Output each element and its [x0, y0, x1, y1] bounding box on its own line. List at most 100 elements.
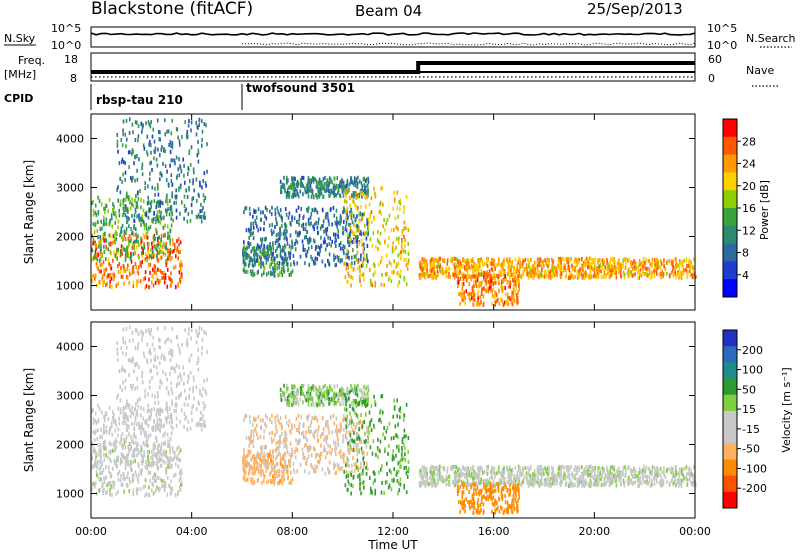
power-echo-cell	[548, 258, 550, 263]
velocity-echo-cell	[338, 428, 341, 433]
velocity-echo-cell	[124, 378, 127, 383]
velocity-echo-cell	[304, 456, 306, 460]
power-echo-cell	[99, 256, 102, 261]
velocity-echo-cell	[278, 440, 280, 444]
velocity-echo-cell	[179, 487, 182, 492]
power-echo-cell	[151, 274, 153, 278]
power-echo-cell	[366, 194, 369, 199]
velocity-echo-cell	[142, 456, 144, 461]
velocity-echo-cell	[277, 418, 280, 423]
power-echo-cell	[269, 263, 271, 268]
power-echo-cell	[107, 273, 110, 278]
velocity-echo-cell	[151, 449, 153, 454]
velocity-echo-cell	[154, 488, 157, 493]
power-echo-cell	[117, 247, 120, 252]
power-echo-cell	[141, 166, 143, 171]
power-echo-cell	[465, 289, 467, 294]
power-echo-cell	[151, 168, 153, 172]
power-echo-cell	[386, 218, 389, 222]
power-echo-cell	[143, 222, 145, 227]
velocity-echo-cell	[333, 440, 335, 445]
velocity-echo-cell	[156, 445, 159, 449]
velocity-echo-cell	[294, 455, 297, 460]
power-echo-cell	[187, 211, 190, 216]
velocity-echo-cell	[164, 372, 167, 377]
power-echo-cell	[620, 274, 622, 279]
velocity-echo-cell	[170, 491, 172, 496]
velocity-echo-cell	[131, 359, 133, 364]
power-echo-cell	[319, 186, 322, 191]
power-echo-cell	[623, 272, 626, 277]
power-echo-cell	[365, 257, 367, 262]
power-echo-cell	[360, 263, 363, 268]
velocity-echo-cell	[92, 417, 95, 421]
velocity-echo-cell	[147, 409, 149, 414]
power-echo-cell	[261, 237, 264, 242]
velocity-echo-cell	[311, 465, 313, 470]
power-echo-cell	[252, 214, 254, 219]
power-echo-cell	[509, 280, 512, 285]
power-echo-cell	[457, 284, 459, 288]
power-echo-cell	[454, 262, 457, 266]
power-echo-cell	[359, 211, 361, 216]
power-echo-cell	[171, 237, 174, 242]
power-echo-cell	[618, 263, 620, 268]
power-echo-cell	[184, 120, 186, 125]
power-echo-cell	[435, 257, 437, 262]
power-echo-cell	[153, 236, 156, 241]
power-echo-cell	[205, 123, 207, 128]
velocity-echo-cell	[175, 416, 178, 421]
power-echo-cell	[333, 253, 335, 258]
power-echo-cell	[528, 274, 531, 279]
velocity-echo-cell	[256, 454, 258, 459]
power-echo-cell	[476, 278, 479, 283]
power-echo-cell	[497, 297, 499, 302]
power-echo-cell	[98, 280, 101, 285]
power-echo-cell	[318, 252, 321, 257]
power-echo-cell	[257, 269, 259, 274]
velocity-echo-cell	[99, 443, 102, 448]
power-echo-cell	[177, 135, 179, 140]
power-echo-cell	[122, 132, 124, 137]
velocity-echo-cell	[291, 450, 294, 455]
power-echo-cell	[387, 243, 389, 248]
velocity-echo-cell	[168, 483, 170, 488]
velocity-echo-cell	[189, 426, 192, 431]
power-echo-cell	[357, 194, 360, 199]
velocity-echo-cell	[254, 427, 256, 431]
power-echo-cell	[301, 175, 303, 180]
power-echo-cell	[434, 275, 436, 280]
power-echo-cell	[148, 255, 150, 260]
velocity-echo-cell	[100, 446, 102, 451]
power-echo-cell	[178, 242, 180, 247]
power-echo-cell	[196, 199, 198, 203]
velocity-echo-cell	[149, 462, 151, 467]
power-echo-cell	[92, 222, 95, 226]
power-echo-cell	[360, 205, 362, 209]
velocity-echo-cell	[136, 328, 138, 333]
power-echo-cell	[130, 259, 133, 264]
velocity-echo-cell	[158, 337, 160, 342]
power-echo-cell	[268, 254, 270, 259]
power-echo-cell	[171, 141, 174, 146]
freq-tick-high: 18	[64, 53, 78, 66]
power-echo-cell	[128, 281, 131, 285]
power-echo-cell	[117, 219, 120, 224]
power-echo-cell	[355, 257, 358, 262]
power-echo-cell	[501, 286, 504, 291]
power-echo-cell	[526, 271, 529, 276]
power-echo-cell	[142, 219, 145, 224]
power-echo-cell	[322, 219, 325, 224]
power-echo-cell	[357, 260, 360, 265]
power-echo-cell	[119, 199, 122, 204]
power-echo-cell	[360, 283, 362, 288]
power-echo-cell	[466, 267, 469, 271]
power-echo-cell	[105, 244, 107, 249]
velocity-echo-cell	[360, 471, 363, 476]
power-echo-cell	[282, 263, 285, 267]
power-echo-cell	[632, 272, 635, 277]
velocity-echo-cell	[159, 411, 161, 416]
velocity-echo-cell	[197, 358, 200, 363]
power-echo-cell	[394, 216, 397, 221]
power-echo-cell	[656, 271, 658, 276]
